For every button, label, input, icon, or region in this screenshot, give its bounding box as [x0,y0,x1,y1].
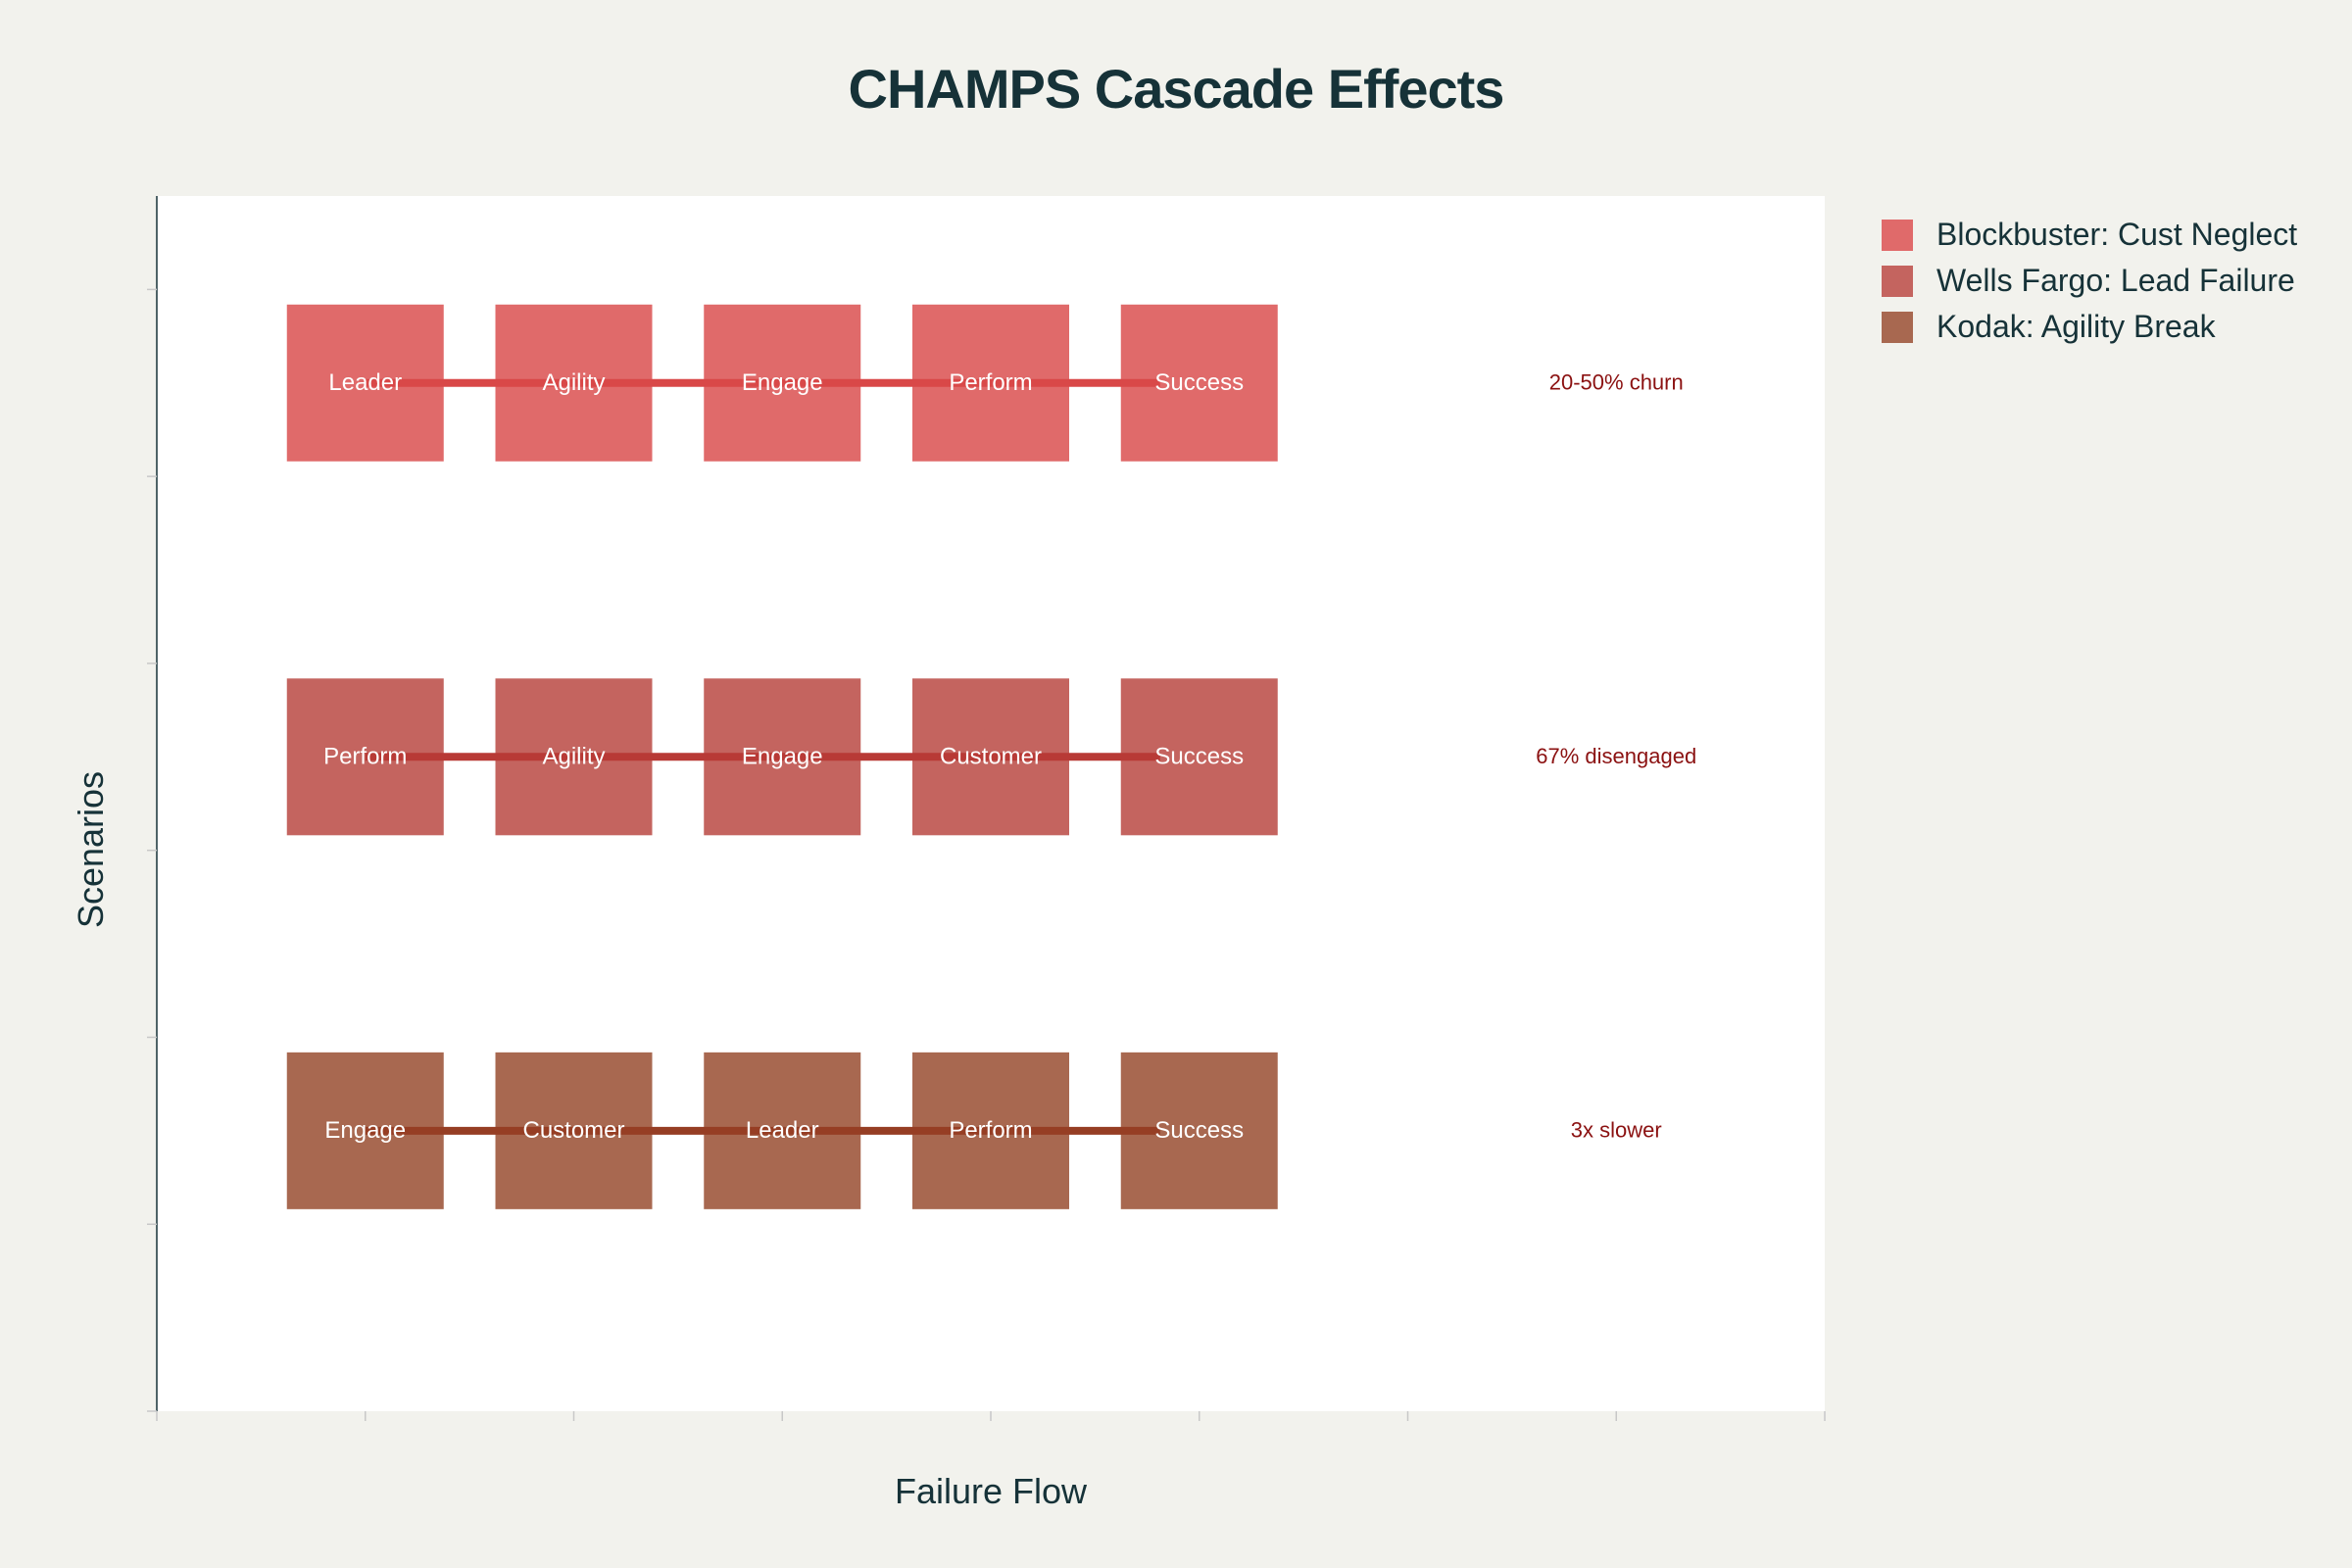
legend-swatch [1882,265,1913,297]
legend-label: Wells Fargo: Lead Failure [1936,263,2295,298]
flow-step-label: Leader [328,369,402,396]
legend-item: Blockbuster: Cust Neglect [1882,212,2297,258]
flow-step-label: Customer [522,1117,624,1144]
legend: Blockbuster: Cust Neglect Wells Fargo: Le… [1882,212,2297,350]
flow-step-label: Leader [746,1117,819,1144]
impact-annotation: 3x slower [1571,1118,1662,1143]
flow-step-label: Success [1154,369,1244,396]
flow-step-label: Agility [542,744,605,770]
flow-step-label: Success [1154,744,1244,770]
flow-step-label: Perform [949,369,1032,396]
legend-item: Kodak: Agility Break [1882,304,2297,350]
legend-swatch [1882,219,1913,251]
impact-annotation: 67% disengaged [1536,744,1696,768]
flow-step-label: Engage [742,744,823,770]
flow-step-label: Agility [542,369,605,396]
flow-step-label: Perform [323,744,407,770]
chart-title: CHAMPS Cascade Effects [848,58,1505,120]
flow-step-label: Perform [949,1117,1032,1144]
x-axis-label: Failure Flow [894,1471,1088,1511]
flow-step-label: Success [1154,1117,1244,1144]
legend-item: Wells Fargo: Lead Failure [1882,258,2297,304]
flow-step-label: Engage [324,1117,406,1144]
impact-annotation: 20-50% churn [1549,370,1684,395]
legend-label: Kodak: Agility Break [1936,309,2216,344]
flow-step-label: Engage [742,369,823,396]
y-axis-label: Scenarios [71,770,111,929]
legend-swatch [1882,311,1913,343]
legend-label: Blockbuster: Cust Neglect [1936,217,2298,252]
flow-step-label: Customer [940,744,1042,770]
